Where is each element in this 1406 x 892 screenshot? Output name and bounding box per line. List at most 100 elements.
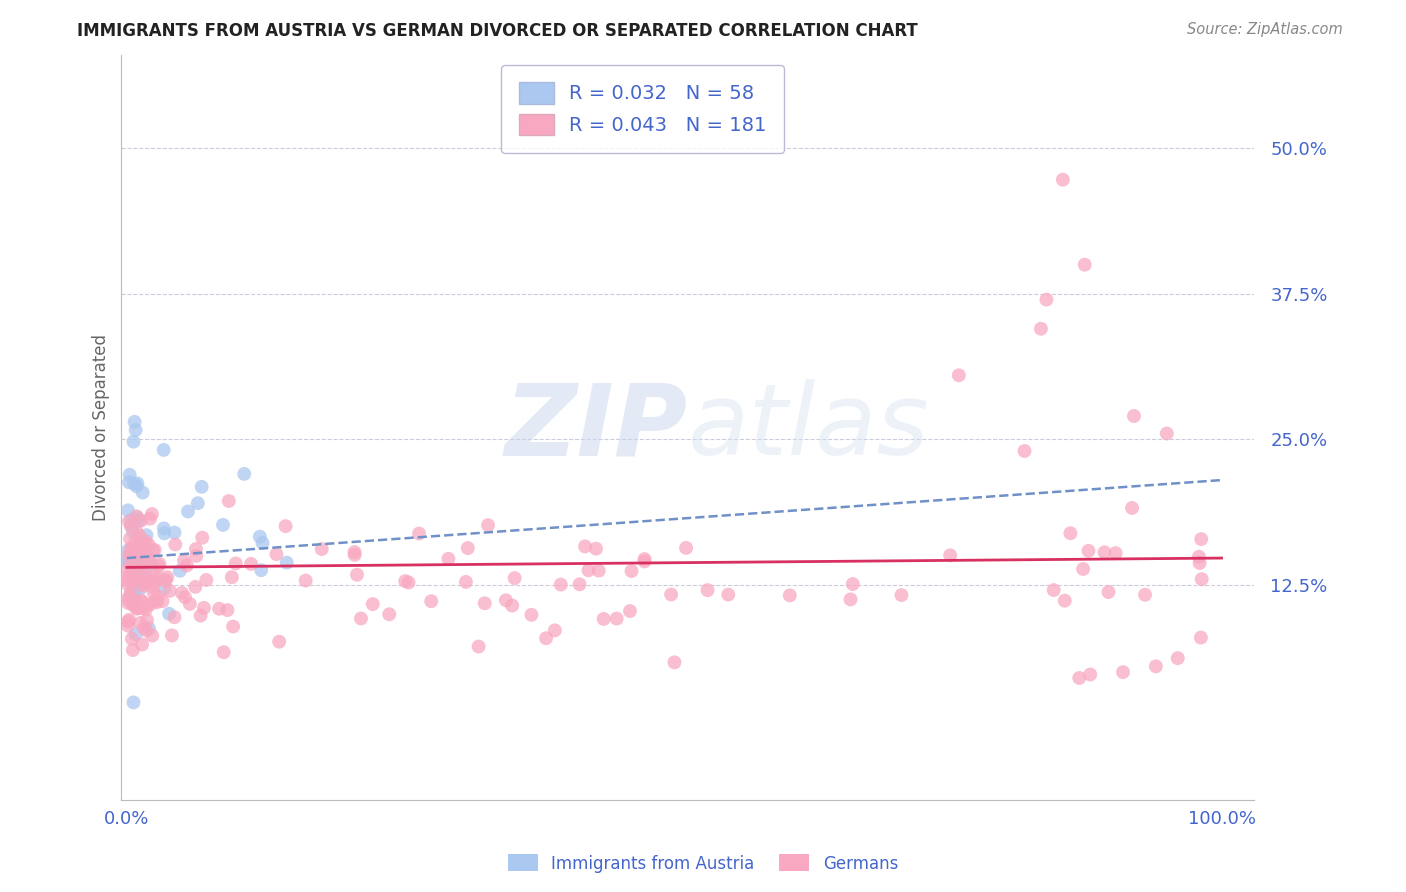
Point — [948, 368, 970, 383]
Point — [117, 556, 139, 570]
Point — [118, 613, 141, 627]
Point — [1077, 544, 1099, 558]
Point — [454, 574, 477, 589]
Point — [120, 541, 142, 556]
Point — [124, 534, 146, 549]
Point — [129, 593, 152, 607]
Point — [122, 565, 145, 579]
Point — [252, 536, 274, 550]
Point — [136, 555, 159, 569]
Point — [163, 610, 186, 624]
Point — [118, 532, 141, 546]
Point — [1071, 562, 1094, 576]
Point — [124, 514, 146, 528]
Point — [120, 513, 142, 527]
Point — [343, 545, 366, 559]
Point — [138, 552, 160, 566]
Point — [1073, 258, 1095, 272]
Point — [842, 577, 865, 591]
Point — [129, 514, 152, 528]
Point — [501, 599, 523, 613]
Point — [1156, 426, 1178, 441]
Point — [1188, 556, 1211, 570]
Point — [152, 594, 174, 608]
Point — [118, 467, 141, 482]
Point — [141, 580, 163, 594]
Point — [120, 585, 142, 599]
Point — [132, 542, 155, 557]
Point — [1144, 659, 1167, 673]
Point — [1191, 572, 1213, 586]
Point — [250, 563, 273, 577]
Point — [1097, 585, 1119, 599]
Point — [121, 518, 143, 533]
Point — [128, 601, 150, 615]
Point — [222, 619, 245, 633]
Point — [142, 585, 165, 599]
Point — [184, 580, 207, 594]
Point — [193, 600, 215, 615]
Point — [266, 547, 288, 561]
Point — [184, 541, 207, 556]
Point — [122, 569, 145, 583]
Point — [122, 551, 145, 566]
Point — [153, 574, 176, 588]
Point — [217, 603, 239, 617]
Point — [208, 601, 231, 615]
Point — [122, 599, 145, 613]
Point — [148, 557, 170, 571]
Point — [118, 590, 141, 604]
Point — [664, 656, 686, 670]
Point — [437, 551, 460, 566]
Point — [157, 607, 180, 621]
Point — [131, 638, 153, 652]
Point — [125, 509, 148, 524]
Point — [890, 588, 912, 602]
Point — [132, 485, 155, 500]
Point — [148, 559, 170, 574]
Point — [118, 515, 141, 529]
Point — [128, 513, 150, 527]
Point — [457, 541, 479, 555]
Point — [132, 621, 155, 635]
Text: Source: ZipAtlas.com: Source: ZipAtlas.com — [1187, 22, 1343, 37]
Point — [118, 475, 141, 490]
Point — [474, 596, 496, 610]
Point — [122, 434, 145, 449]
Point — [520, 607, 543, 622]
Point — [1112, 665, 1135, 680]
Point — [186, 549, 208, 563]
Point — [124, 547, 146, 561]
Point — [218, 494, 240, 508]
Point — [148, 571, 170, 585]
Point — [128, 598, 150, 612]
Point — [142, 543, 165, 558]
Point — [134, 546, 156, 560]
Point — [170, 586, 193, 600]
Point — [138, 538, 160, 552]
Point — [311, 542, 333, 557]
Point — [120, 559, 142, 574]
Point — [120, 557, 142, 571]
Point — [141, 507, 163, 521]
Point — [143, 574, 166, 589]
Point — [619, 604, 641, 618]
Point — [139, 597, 162, 611]
Point — [128, 538, 150, 552]
Point — [240, 557, 263, 571]
Point — [163, 525, 186, 540]
Point — [606, 611, 628, 625]
Point — [195, 573, 218, 587]
Point — [125, 627, 148, 641]
Point — [633, 554, 655, 568]
Point — [269, 634, 291, 648]
Text: atlas: atlas — [688, 379, 929, 476]
Point — [779, 588, 801, 602]
Point — [190, 480, 212, 494]
Point — [467, 640, 489, 654]
Point — [169, 564, 191, 578]
Point — [1121, 500, 1143, 515]
Point — [477, 518, 499, 533]
Point — [233, 467, 256, 481]
Point — [132, 600, 155, 615]
